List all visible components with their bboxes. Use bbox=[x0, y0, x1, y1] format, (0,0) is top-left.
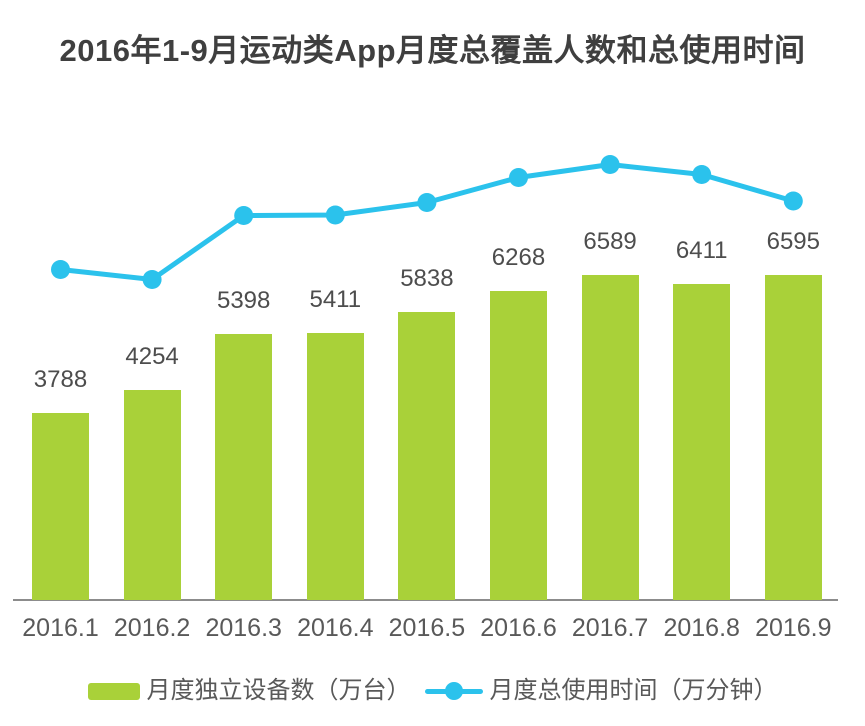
device-count-bar bbox=[215, 333, 273, 600]
usage-time-data-point bbox=[509, 168, 528, 187]
device-count-bar bbox=[764, 275, 822, 600]
legend-item-devices: 月度独立设备数（万台） bbox=[87, 671, 411, 711]
legend-label-devices: 月度独立设备数（万台） bbox=[146, 677, 411, 704]
bar-value-label: 5838 bbox=[400, 265, 454, 293]
chart-title: 2016年1-9月运动类App月度总覆盖人数和总使用时间 bbox=[59, 33, 806, 68]
bar-value-label: 5398 bbox=[216, 286, 271, 314]
device-count-bar bbox=[581, 275, 639, 600]
x-axis-label: 2016.8 bbox=[663, 614, 740, 642]
usage-time-data-point bbox=[325, 205, 345, 225]
bar-series-swatch-icon bbox=[87, 682, 140, 700]
x-axis-label: 2016.2 bbox=[113, 614, 191, 642]
x-axis-label: 2016.7 bbox=[571, 614, 649, 642]
x-axis-label: 2016.1 bbox=[22, 614, 99, 642]
bar-value-label: 5411 bbox=[309, 286, 362, 314]
usage-time-data-point bbox=[234, 206, 254, 225]
usage-time-data-point bbox=[600, 155, 620, 174]
usage-time-data-point bbox=[142, 270, 162, 289]
usage-time-data-point bbox=[417, 193, 437, 212]
device-count-bar bbox=[123, 390, 181, 600]
x-axis-label: 2016.4 bbox=[297, 614, 374, 642]
bar-value-label: 6268 bbox=[491, 244, 546, 272]
x-axis-line bbox=[13, 599, 838, 601]
device-count-bar bbox=[490, 291, 547, 600]
device-count-bar bbox=[32, 413, 89, 600]
device-count-bar bbox=[306, 333, 364, 600]
x-axis-label: 2016.9 bbox=[755, 614, 832, 642]
line-series-swatch-icon bbox=[424, 682, 483, 700]
legend: 月度独立设备数（万台） 月度总使用时间（万分钟） bbox=[0, 671, 865, 711]
bar-value-label: 6411 bbox=[675, 237, 728, 265]
x-axis-label: 2016.3 bbox=[205, 614, 282, 642]
x-axis-label: 2016.5 bbox=[388, 614, 466, 642]
bar-value-label: 6595 bbox=[766, 228, 820, 255]
device-count-bar bbox=[398, 312, 456, 600]
bar-value-label: 6589 bbox=[583, 228, 637, 256]
legend-item-usage-time: 月度总使用时间（万分钟） bbox=[424, 671, 778, 711]
usage-time-data-point bbox=[783, 191, 803, 211]
usage-time-data-point bbox=[692, 165, 712, 184]
bar-value-label: 3788 bbox=[33, 366, 88, 394]
x-axis-label: 2016.6 bbox=[480, 614, 557, 642]
usage-time-data-point bbox=[51, 260, 70, 279]
line-marker-dot-icon bbox=[444, 682, 463, 700]
bar-value-label: 4254 bbox=[125, 343, 179, 371]
legend-label-usage-time: 月度总使用时间（万分钟） bbox=[489, 677, 778, 704]
device-count-bar bbox=[673, 284, 731, 600]
